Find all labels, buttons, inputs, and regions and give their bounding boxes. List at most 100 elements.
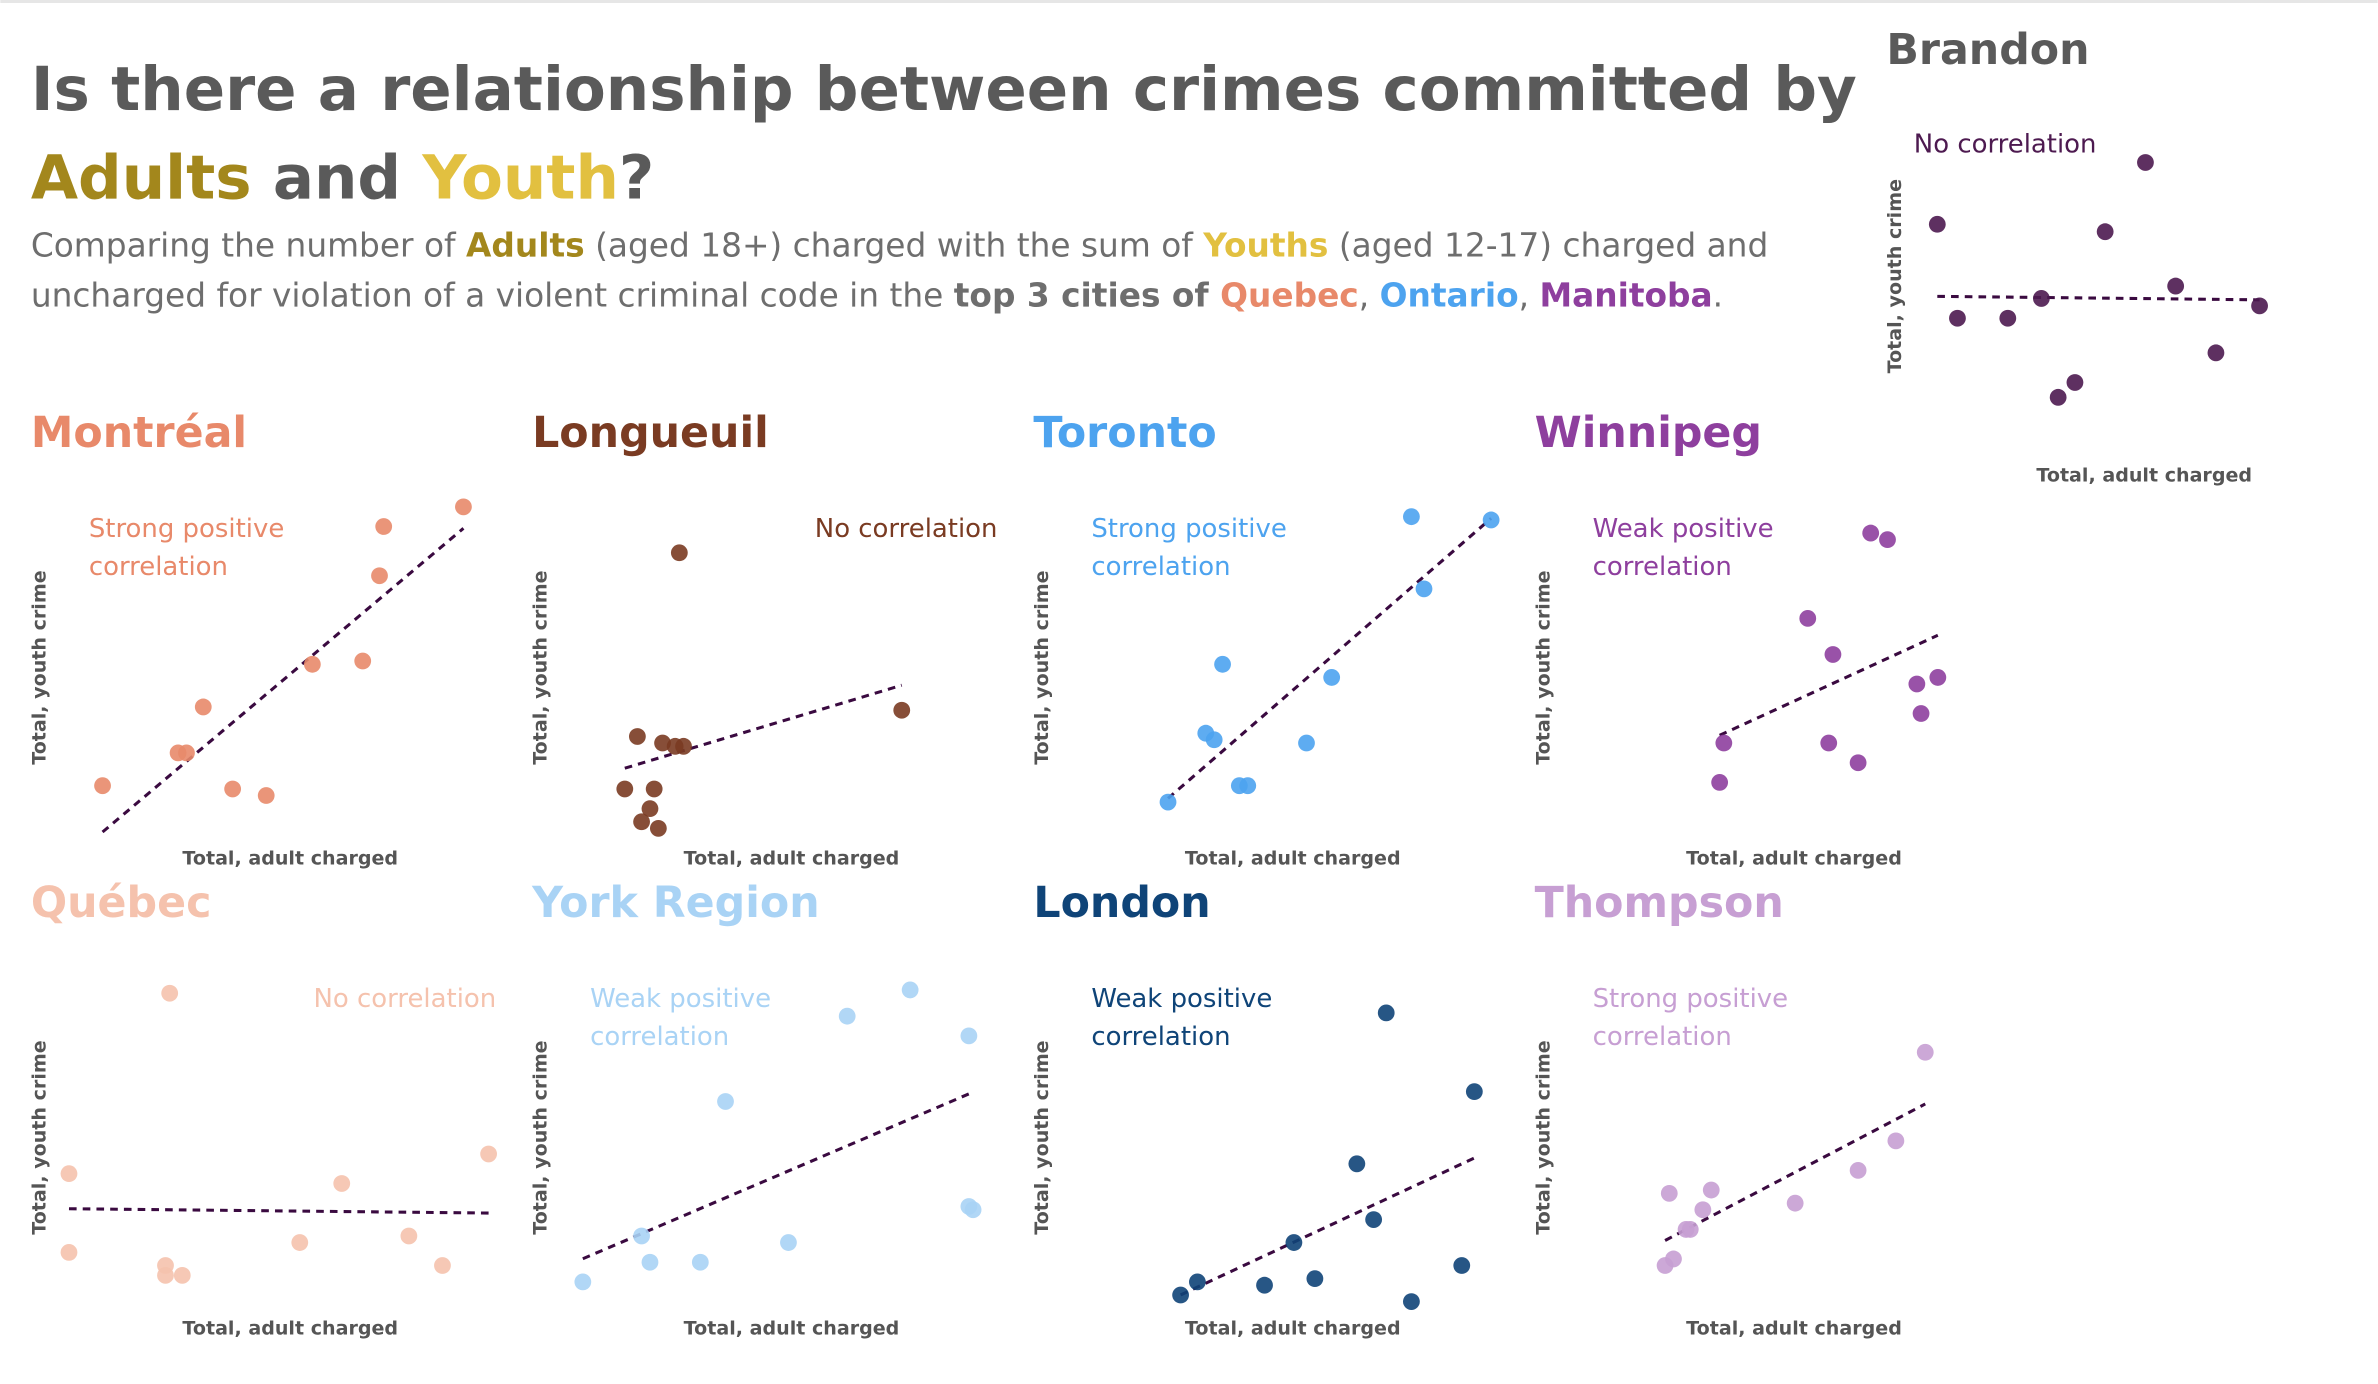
scatter-point — [964, 1201, 982, 1219]
scatter-point — [649, 819, 667, 837]
scatter-point — [1715, 734, 1733, 752]
annotation: Weak positive — [1091, 984, 1272, 1014]
scatter-point — [1849, 1161, 1867, 1179]
scatter-point — [354, 652, 372, 670]
scatter-point — [1928, 215, 1946, 233]
scatter-point — [960, 1027, 978, 1045]
scatter-point — [670, 544, 688, 562]
trend-line — [1937, 294, 2260, 302]
annotation: Weak positive — [590, 984, 771, 1014]
scatter-point — [1681, 1221, 1699, 1238]
trend-line — [1664, 1102, 1926, 1242]
x-axis-label: Total, adult charged — [2036, 465, 2252, 487]
panel-title: Brandon — [1886, 25, 2089, 75]
scatter-point — [1820, 734, 1838, 752]
scatter-point — [1159, 793, 1177, 811]
scatter-point — [1916, 1043, 1934, 1061]
scatter-point — [2137, 154, 2154, 171]
scatter-point — [371, 567, 388, 585]
text-segment: Ontario — [1380, 277, 1519, 315]
scatter-point — [375, 518, 393, 535]
scatter-point — [1786, 1194, 1804, 1212]
scatter-point — [675, 737, 692, 755]
scatter-point — [717, 1093, 734, 1110]
scatter-point — [2207, 344, 2225, 362]
trend-line — [68, 1207, 489, 1215]
scatter-point — [641, 800, 659, 818]
scatter-point — [641, 1253, 659, 1271]
x-axis-label: Total, adult charged — [1686, 848, 1902, 870]
scatter-point — [1205, 731, 1223, 749]
scatter-point — [1415, 580, 1433, 598]
scatter-point — [1665, 1250, 1682, 1268]
text-segment: Comparing the number of — [31, 226, 466, 264]
trend-line — [1167, 517, 1493, 800]
panel-title: Montréal — [31, 408, 247, 458]
scatter-point — [1306, 1270, 1324, 1288]
scatter-point — [1285, 1234, 1303, 1251]
scatter-point — [1694, 1201, 1712, 1219]
scatter-point — [194, 698, 212, 716]
title-line: Adults and Youth? — [31, 142, 654, 213]
scatter-point — [645, 780, 663, 798]
panel-title: Toronto — [1033, 408, 1216, 458]
text-segment: and — [252, 142, 423, 213]
scatter-point — [2066, 374, 2084, 391]
annotation: Strong positive — [89, 514, 284, 544]
text-segment: Manitoba — [1539, 277, 1712, 315]
x-axis-label: Total, adult charged — [1686, 1318, 1902, 1340]
text-segment: uncharged for violation of a violent cri… — [31, 277, 954, 315]
y-axis-label: Total, youth crime — [1884, 179, 1906, 373]
y-axis-label: Total, youth crime — [28, 1040, 50, 1234]
scatter-point — [1799, 609, 1817, 627]
text-segment: (aged 18+) charged with the sum of — [585, 226, 1204, 264]
scatter-point — [1403, 508, 1420, 526]
annotation: correlation — [89, 552, 228, 582]
text-segment: (aged 12-17) charged and — [1328, 226, 1768, 264]
scatter-point — [1239, 777, 1257, 795]
scatter-point — [1711, 774, 1729, 791]
annotation: Strong positive — [1593, 984, 1788, 1014]
x-axis-label: Total, adult charged — [1185, 1318, 1401, 1340]
subtitle-line: uncharged for violation of a violent cri… — [31, 277, 1723, 315]
scatter-point — [303, 655, 321, 673]
scatter-point — [1824, 646, 1842, 663]
annotation: Weak positive — [1593, 514, 1774, 544]
scatter-point — [1482, 511, 1500, 529]
x-axis-label: Total, adult charged — [182, 848, 398, 870]
x-axis-label: Total, adult charged — [1185, 848, 1401, 870]
text-segment: . — [1713, 277, 1723, 315]
scatter-point — [1323, 669, 1341, 686]
text-segment: Adults — [31, 142, 252, 213]
scatter-point — [1660, 1184, 1678, 1202]
scatter-point — [60, 1243, 78, 1261]
scatter-point — [1172, 1286, 1189, 1304]
scatter-point — [480, 1145, 497, 1163]
subtitle-line: Comparing the number of Adults (aged 18+… — [31, 226, 1768, 264]
scatter-point — [691, 1253, 709, 1271]
scatter-point — [1453, 1257, 1471, 1274]
annotation: No correlation — [1914, 129, 2097, 159]
scatter-point — [161, 984, 179, 1002]
x-axis-label: Total, adult charged — [684, 1318, 900, 1340]
text-segment: , — [1359, 277, 1380, 315]
scatter-point — [2096, 223, 2114, 241]
scatter-point — [1403, 1293, 1420, 1310]
scatter-point — [901, 981, 919, 999]
text-segment: top 3 cities of — [954, 277, 1220, 315]
y-axis-label: Total, youth crime — [1532, 1040, 1554, 1234]
scatter-point — [1256, 1276, 1273, 1294]
annotation: No correlation — [314, 984, 497, 1014]
scatter-point — [257, 787, 275, 804]
annotation: correlation — [590, 1022, 729, 1052]
scatter-point — [333, 1175, 351, 1192]
panel-title: London — [1033, 878, 1210, 928]
scatter-point — [173, 1266, 191, 1284]
annotation: Strong positive — [1091, 514, 1286, 544]
scatter-point — [2032, 290, 2050, 307]
scatter-point — [1377, 1004, 1395, 1022]
annotation: correlation — [1091, 552, 1230, 582]
title-line: Is there a relationship between crimes c… — [31, 54, 1857, 125]
